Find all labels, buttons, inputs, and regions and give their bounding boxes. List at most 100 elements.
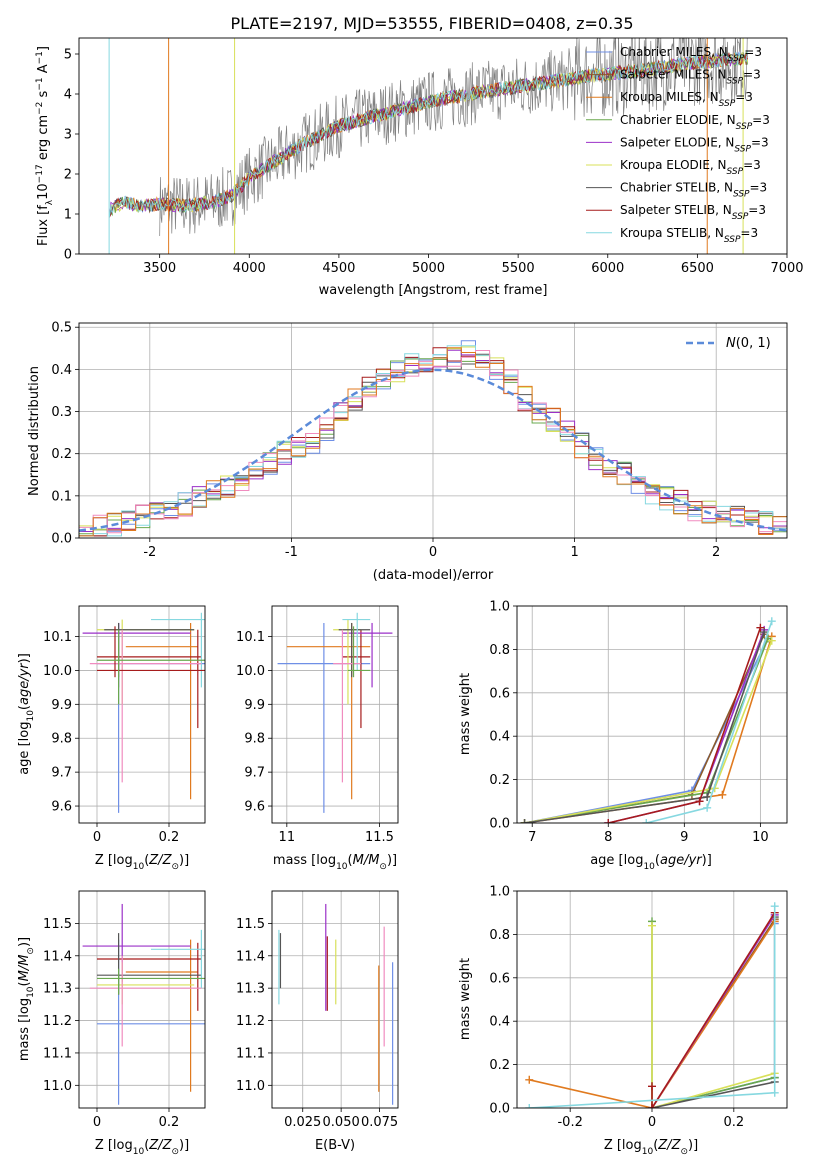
- y-tick-label: 9.9: [244, 698, 265, 713]
- weight-vs-age-frame: [516, 605, 788, 824]
- model-spectrum-8: [109, 51, 748, 218]
- y-tick-label: 0.4: [51, 363, 72, 378]
- x-tick-label: 0.050: [323, 1115, 360, 1130]
- x-tick-label: 4500: [322, 261, 355, 276]
- y-tick-label: 4: [64, 88, 72, 103]
- y-tick-label: 11.4: [236, 949, 265, 964]
- y-tick-label: 11.2: [43, 1014, 72, 1029]
- figure-title: PLATE=2197, MJD=53555, FIBERID=0408, z=0…: [230, 14, 633, 33]
- x-tick-label: -1: [285, 545, 298, 560]
- series-marker: [642, 819, 651, 823]
- y-tick-label: 11.5: [43, 917, 72, 932]
- y-tick-label: 10.1: [236, 630, 265, 645]
- y-tick-label: 0.4: [489, 1015, 510, 1030]
- y-tick-label: 0.8: [489, 928, 510, 943]
- x-axis-label: wavelength [Angstrom, rest frame]: [319, 283, 548, 298]
- weight-vs-z-frame: [516, 890, 788, 1109]
- y-tick-label: 10.0: [43, 664, 72, 679]
- y-tick-label: 0.2: [489, 1058, 510, 1073]
- x-axis-label: Z [log10(Z/Z⊙)]: [95, 853, 189, 872]
- y-tick-label: 1.0: [489, 885, 510, 900]
- x-axis-label: Z [log10(Z/Z⊙)]: [95, 1138, 189, 1157]
- weight-vs-age-axes: [517, 605, 787, 824]
- mass-vs-z-plot-area: [82, 903, 205, 1105]
- y-tick-label: 1.0: [489, 600, 510, 615]
- residuals-plot-area: [79, 340, 787, 537]
- series-marker: [695, 797, 704, 806]
- x-tick-label: 6500: [681, 261, 714, 276]
- series-marker: [703, 792, 712, 801]
- y-tick-label: 9.7: [51, 766, 72, 781]
- series-marker: [770, 1088, 779, 1097]
- age-vs-z-axes: [79, 606, 205, 823]
- age-vs-z-frame: [78, 605, 206, 824]
- y-tick-label: 0.2: [489, 773, 510, 788]
- x-tick-label: 0.025: [284, 1115, 321, 1130]
- series-marker: [756, 623, 765, 632]
- legend-entry: Chabrier STELIB, NSSP=3: [620, 181, 767, 200]
- y-axis-label: Normed distribution: [27, 366, 42, 496]
- y-tick-label: 3: [64, 128, 72, 143]
- x-tick-label: 4000: [233, 261, 266, 276]
- y-tick-label: 0.8: [489, 643, 510, 658]
- series-marker: [760, 628, 769, 637]
- y-tick-label: 11.2: [236, 1014, 265, 1029]
- y-tick-label: 5: [64, 48, 72, 63]
- x-tick-label: 0.2: [723, 1115, 744, 1130]
- y-tick-label: 9.7: [244, 766, 265, 781]
- x-tick-label: 0: [429, 545, 437, 560]
- y-tick-label: 11.1: [236, 1046, 265, 1061]
- series-line-2: [529, 920, 776, 1108]
- series-marker: [525, 1104, 534, 1108]
- y-tick-label: 0.0: [489, 1102, 510, 1117]
- legend-entry: Salpeter STELIB, NSSP=3: [620, 203, 766, 222]
- y-tick-label: 9.6: [51, 800, 72, 815]
- legend-entry: Salpeter ELODIE, NSSP=3: [620, 135, 769, 154]
- age-vs-z-plot-area: [82, 612, 205, 813]
- y-tick-label: 9.8: [244, 732, 265, 747]
- y-tick-label: 9.6: [244, 800, 265, 815]
- series-marker: [718, 790, 727, 799]
- legend-entry: Chabrier MILES, NSSP=3: [620, 45, 762, 64]
- spectrum-frame: [78, 37, 788, 255]
- x-tick-label: 0.2: [159, 830, 180, 845]
- y-tick-label: 9.8: [51, 732, 72, 747]
- series-marker: [703, 803, 712, 812]
- x-tick-label: 5500: [502, 261, 535, 276]
- series-marker: [604, 819, 613, 823]
- weight-vs-z-plot-area: [525, 902, 779, 1108]
- y-tick-label: 0.5: [51, 321, 72, 336]
- series-marker: [525, 1075, 534, 1084]
- y-axis-label: age [log10(age/yr)]: [17, 653, 36, 775]
- series-line-5: [524, 640, 773, 823]
- x-tick-label: 5000: [412, 261, 445, 276]
- y-tick-label: 2: [64, 168, 72, 183]
- y-tick-label: 11.0: [236, 1079, 265, 1094]
- x-tick-label: 0: [648, 1115, 656, 1130]
- y-tick-label: 11.0: [43, 1079, 72, 1094]
- series-line-6: [524, 631, 765, 823]
- series-marker: [648, 1082, 656, 1091]
- x-tick-label: 1: [570, 545, 578, 560]
- x-tick-label: 0.075: [361, 1115, 398, 1130]
- x-tick-label: 6000: [591, 261, 624, 276]
- weight-vs-age-plot-area: [520, 617, 776, 823]
- y-tick-label: 1: [64, 208, 72, 223]
- series-marker: [767, 636, 776, 645]
- x-axis-label: E(B-V): [315, 1138, 355, 1153]
- series-marker: [520, 819, 529, 823]
- y-tick-label: 9.9: [51, 698, 72, 713]
- y-tick-label: 0: [64, 248, 72, 263]
- series-line-7: [651, 912, 776, 1108]
- y-tick-label: 0.1: [51, 489, 72, 504]
- y-axis-label: mass [log10(M/M⊙)]: [17, 937, 36, 1061]
- x-axis-label: mass [log10(M/M⊙)]: [273, 853, 397, 872]
- legend-entry: N(0, 1): [726, 336, 771, 351]
- data-spectrum: [159, 38, 748, 237]
- x-tick-label: 11.5: [365, 830, 394, 845]
- y-tick-label: 0.0: [51, 532, 72, 547]
- y-tick-label: 0.6: [489, 971, 510, 986]
- series-marker: [767, 617, 776, 626]
- x-tick-label: -0.2: [557, 1115, 582, 1130]
